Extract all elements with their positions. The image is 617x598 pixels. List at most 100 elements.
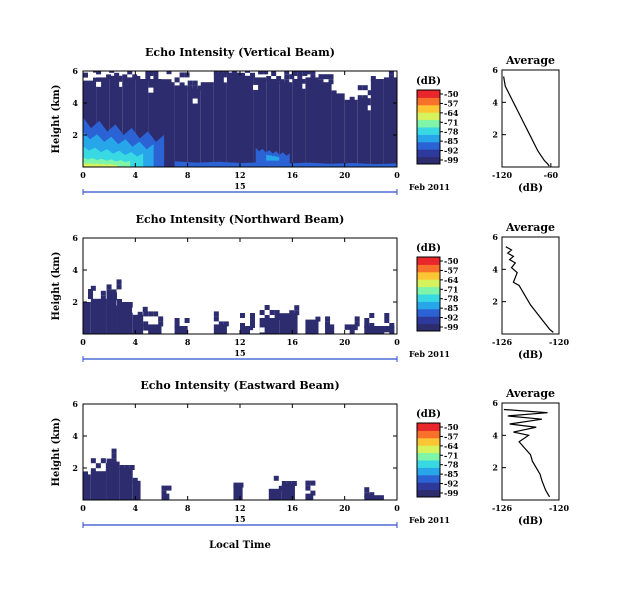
echo-cell xyxy=(258,71,264,75)
echo-cell xyxy=(284,74,290,80)
echo-column xyxy=(83,474,91,500)
echo-cell xyxy=(158,316,164,322)
echo-column xyxy=(200,82,214,167)
echo-cell xyxy=(148,311,154,317)
echo-cell xyxy=(192,85,198,91)
echo-cell xyxy=(232,65,237,70)
gap-cell xyxy=(143,330,149,334)
colorbar-segment xyxy=(417,271,440,280)
colorbar-tick-label: -85 xyxy=(444,136,458,146)
colorbar-tick-label: -99 xyxy=(444,488,459,498)
echo-cell xyxy=(357,85,363,91)
x-tick-label: 0 xyxy=(80,337,86,347)
colorbar-tick-label: -99 xyxy=(444,155,459,165)
x-tick-label: 0 xyxy=(394,337,400,347)
echo-cell xyxy=(83,72,88,78)
echo-cell xyxy=(384,64,389,69)
colorbar-tick-label: -57 xyxy=(444,98,458,108)
colorbar-tick-label: -50 xyxy=(444,256,459,266)
echo-cell xyxy=(161,79,167,85)
colorbar-tick-label: -64 xyxy=(444,108,459,118)
echo-cell xyxy=(240,72,245,78)
echo-column xyxy=(266,79,280,167)
colorbar-tick-label: -64 xyxy=(444,441,459,451)
echo-cell xyxy=(357,95,363,101)
echo-column xyxy=(90,298,107,334)
colorbar-segment xyxy=(417,430,440,439)
gap-cell xyxy=(259,327,265,333)
echo-cell xyxy=(88,294,93,299)
y-tick-label: 4 xyxy=(72,265,78,275)
day-label: 15 xyxy=(234,514,245,524)
average-frame xyxy=(501,236,560,335)
echo-column xyxy=(325,324,335,334)
colorbar-tick-label: -92 xyxy=(444,313,458,323)
intensity-blob xyxy=(174,161,397,167)
heatmap-area xyxy=(83,404,397,506)
echo-cell xyxy=(231,71,237,75)
echo-cell xyxy=(362,85,368,91)
echo-cell xyxy=(245,71,250,73)
average-xlabel: (dB) xyxy=(518,516,543,527)
echo-cell xyxy=(124,465,130,470)
x-tick-label: 0 xyxy=(80,503,86,513)
colorbar-tick-label: -71 xyxy=(444,284,458,294)
echo-column xyxy=(240,75,254,167)
intensity-blob xyxy=(83,163,118,167)
echo-cell xyxy=(122,74,128,80)
echo-cell xyxy=(96,71,102,75)
echo-cell xyxy=(223,71,229,75)
colorbar-segment xyxy=(417,323,440,332)
echo-column xyxy=(143,324,162,334)
gap-cell xyxy=(253,84,259,90)
echo-column xyxy=(305,319,319,334)
colorbar-tick-label: -78 xyxy=(444,460,459,470)
avg-x-tick-label: -126 xyxy=(492,337,512,347)
echo-column xyxy=(174,85,188,167)
average-profile-line xyxy=(503,76,550,167)
echo-column xyxy=(106,292,118,334)
echo-cell xyxy=(310,74,316,80)
echo-cell xyxy=(281,481,287,486)
x-tick-label: 8 xyxy=(185,503,191,513)
colorbar-segment xyxy=(417,467,440,476)
echo-cell xyxy=(184,318,190,323)
y-tick-label: 6 xyxy=(72,399,78,409)
beam-panel-0: Echo Intensity (Vertical Beam) xyxy=(82,46,560,195)
average-frame xyxy=(501,402,560,501)
echo-cell xyxy=(93,77,98,83)
panel-title: Echo Intensity (Vertical Beam) xyxy=(145,46,335,59)
echo-cell xyxy=(279,79,285,85)
echo-cell xyxy=(137,311,143,317)
echo-cell xyxy=(100,290,106,296)
echo-cell xyxy=(119,465,125,470)
echo-cell xyxy=(166,71,172,75)
colorbar-segment xyxy=(417,308,440,317)
colorbar-tick-label: -85 xyxy=(444,469,458,479)
echo-cell xyxy=(388,74,394,80)
echo-cell xyxy=(354,316,360,322)
colorbar-tick-label: -64 xyxy=(444,275,459,285)
avg-y-tick-label: 6 xyxy=(492,398,498,408)
echo-cell xyxy=(174,77,180,83)
colorbar-segment xyxy=(417,460,440,468)
y-axis-label: Height (km) xyxy=(51,85,62,154)
avg-x-tick-label: -120 xyxy=(492,170,512,180)
colorbar-segment xyxy=(417,257,440,265)
gap-cell xyxy=(367,105,373,111)
echo-cell xyxy=(384,318,390,323)
gap-cell xyxy=(132,307,138,313)
gap-cell xyxy=(310,501,315,506)
echo-cell xyxy=(187,85,193,91)
echo-cell xyxy=(325,316,331,322)
avg-y-tick-label: 4 xyxy=(492,264,498,274)
avg-y-tick-label: 2 xyxy=(492,297,498,307)
echo-cell xyxy=(111,289,117,295)
echo-column xyxy=(370,79,384,167)
avg-y-tick-label: 6 xyxy=(492,65,498,75)
heatmap-area xyxy=(83,64,397,167)
x-tick-label: 0 xyxy=(80,170,86,180)
colorbar-tick-label: -50 xyxy=(444,422,459,432)
y-tick-label: 4 xyxy=(72,431,78,441)
